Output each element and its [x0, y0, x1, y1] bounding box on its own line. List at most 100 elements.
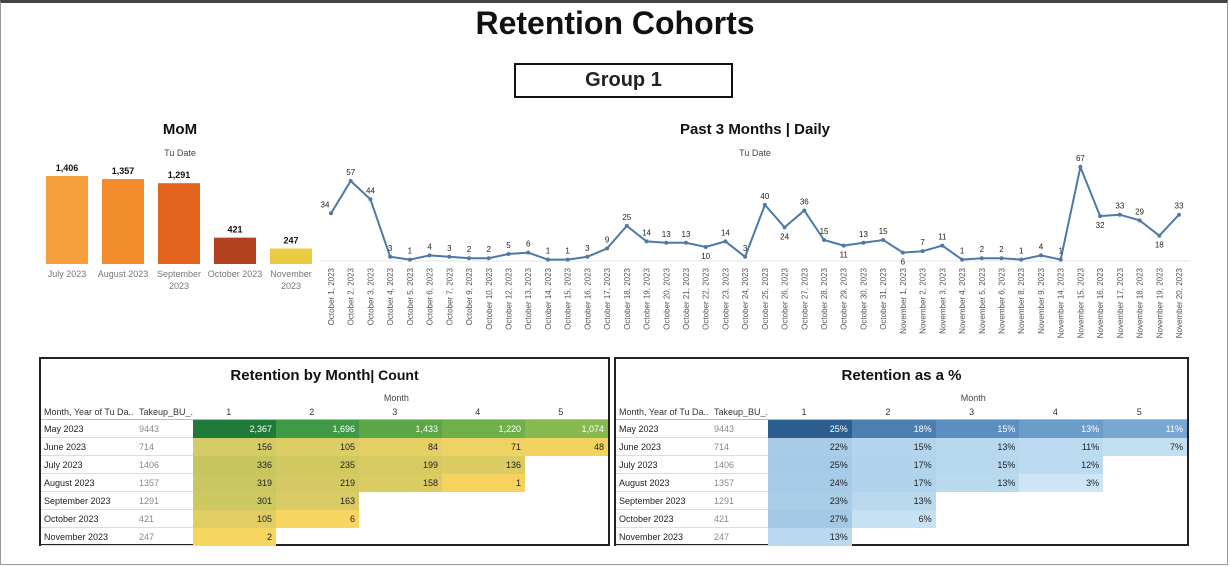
pct-cell: 11%	[1103, 420, 1187, 438]
retention-pct-title: Retention as a %	[841, 367, 962, 384]
pct-takeup-value: 9443	[714, 424, 735, 434]
daily-point	[703, 244, 708, 249]
mom-category-label: 2023	[281, 281, 301, 291]
count-row-label: September 2023	[44, 496, 111, 506]
daily-point	[723, 239, 728, 244]
mom-title: MoM	[162, 121, 198, 138]
daily-point	[624, 223, 629, 228]
count-row-label: May 2023	[44, 424, 84, 434]
mom-category-label: September	[157, 269, 201, 279]
daily-point	[1177, 212, 1181, 217]
count-row-header: Month, Year of Tu Da..	[44, 407, 134, 417]
daily-point	[1117, 212, 1122, 217]
daily-point	[979, 256, 984, 261]
mom-bar-label: 247	[283, 236, 298, 246]
pct-cell: 11%	[1019, 438, 1104, 456]
daily-data-label: 1	[960, 247, 965, 256]
daily-x-tick-label: November 8, 2023	[1017, 267, 1026, 333]
daily-point	[1058, 257, 1063, 262]
pct-row-divider	[616, 491, 768, 492]
daily-x-tick-label: October 16, 2023	[583, 267, 592, 329]
count-row-divider	[41, 509, 193, 510]
mom-category-label: August 2023	[98, 269, 149, 279]
count-cell: 158	[359, 474, 442, 492]
pct-takeup-value: 247	[714, 532, 730, 542]
mom-bar-chart: 1,406 July 2023 1,357 August 2023 1,291 Septe…	[46, 163, 312, 291]
pct-header-divider	[616, 419, 1187, 420]
mom-bar-label: 1,406	[56, 163, 79, 173]
daily-point	[1137, 218, 1142, 223]
daily-point	[940, 243, 945, 248]
count-column-header: 4	[475, 407, 481, 417]
mom-bar	[102, 179, 144, 264]
daily-data-label: 1	[1019, 247, 1024, 256]
daily-data-label: 15	[879, 227, 888, 236]
group-label[interactable]: Group 1	[514, 63, 733, 98]
count-cell: 156	[193, 438, 276, 456]
daily-x-tick-label: October 5, 2023	[406, 267, 415, 325]
daily-data-label: 11	[938, 233, 947, 242]
count-cell: 1,074	[525, 420, 608, 438]
daily-x-tick-label: November 15, 2023	[1076, 267, 1085, 338]
daily-data-label: 7	[920, 238, 925, 247]
daily-point	[467, 256, 472, 261]
pct-cell: 17%	[851, 474, 936, 492]
daily-point	[427, 253, 432, 258]
pct-takeup-value: 714	[714, 442, 730, 452]
daily-x-tick-label: November 18, 2023	[1136, 267, 1145, 338]
count-column-header: 3	[392, 407, 398, 417]
pct-cell: 23%	[768, 492, 852, 510]
pct-row-divider	[616, 455, 768, 456]
pct-cell: 24%	[768, 474, 852, 492]
daily-x-tick-label: October 23, 2023	[721, 267, 730, 329]
daily-data-label: 11	[840, 251, 849, 260]
count-month-header: Month	[383, 393, 409, 403]
daily-data-label: 2	[999, 245, 1004, 254]
daily-title: Past 3 Months | Daily	[679, 121, 831, 138]
daily-x-tick-label: October 15, 2023	[564, 267, 573, 329]
count-takeup-value: 1406	[139, 460, 160, 470]
retention-count-title: Retention by Month| Count	[41, 367, 608, 384]
count-row-divider	[41, 455, 193, 456]
count-cell: 301	[193, 492, 276, 510]
daily-x-tick-label: November 4, 2023	[958, 267, 967, 333]
daily-x-tick-label: October 25, 2023	[761, 267, 770, 329]
pct-row-label: May 2023	[619, 424, 659, 434]
pct-cell: 3%	[1019, 474, 1104, 492]
pct-row-label: October 2023	[619, 514, 674, 524]
daily-x-tick-label: October 3, 2023	[366, 267, 375, 325]
daily-point	[329, 211, 333, 216]
pct-column-header: 3	[969, 407, 975, 417]
mom-category-label: November	[270, 269, 312, 279]
daily-data-label: 4	[427, 242, 432, 251]
daily-point	[644, 239, 649, 244]
daily-x-tick-label: October 31, 2023	[879, 267, 888, 329]
mom-bar	[214, 237, 256, 264]
daily-data-label: 15	[820, 227, 829, 236]
pct-column-header: 5	[1136, 407, 1142, 417]
daily-point	[585, 254, 590, 259]
daily-data-label: 6	[526, 240, 531, 249]
pct-cell: 18%	[851, 420, 936, 438]
daily-data-label: 29	[1135, 207, 1144, 216]
pct-row-label: August 2023	[619, 478, 670, 488]
daily-data-label: 13	[682, 230, 691, 239]
count-row-label: August 2023	[44, 478, 95, 488]
daily-point	[683, 240, 688, 245]
daily-point	[506, 251, 511, 256]
count-cell: 1	[442, 474, 525, 492]
pct-cell: 15%	[935, 456, 1020, 474]
daily-x-tick-label: October 22, 2023	[702, 267, 711, 329]
daily-data-label: 67	[1076, 155, 1085, 163]
pct-cell: 6%	[851, 510, 936, 528]
pct-cell: 13%	[935, 474, 1020, 492]
daily-data-label: 14	[642, 228, 651, 237]
count-cell: 235	[276, 456, 359, 474]
daily-data-label: 57	[346, 168, 355, 177]
count-row-label: October 2023	[44, 514, 99, 524]
retention-count-title-suffix: | Count	[370, 367, 419, 383]
count-row-divider	[41, 491, 193, 492]
daily-data-label: 2	[487, 245, 492, 254]
daily-data-label: 3	[447, 244, 452, 253]
mom-bar-label: 1,291	[168, 170, 191, 180]
